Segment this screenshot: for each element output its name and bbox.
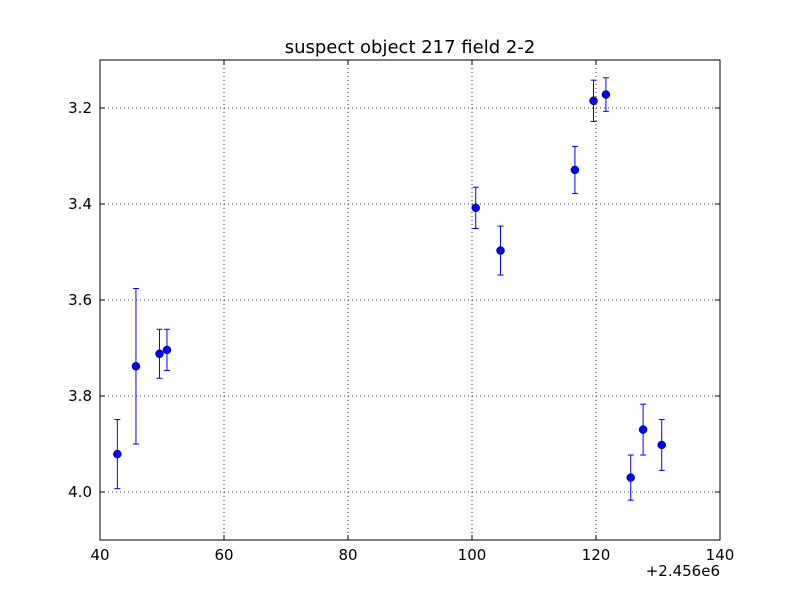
data-point [589,96,598,106]
data-point-group [496,225,505,276]
y-tick-label: 4.0 [68,483,92,501]
x-tick-label: 140 [706,546,735,564]
y-tick-label: 3.2 [68,99,92,117]
data-point-group [638,403,648,456]
x-tick-label: 120 [582,546,611,564]
y-tick-label: 3.8 [68,387,92,405]
plot-frame [99,59,721,541]
x-tick-label: 40 [90,546,109,564]
y-tick-label: 3.4 [68,195,92,213]
data-point-group [657,419,666,471]
data-point [601,90,611,99]
x-offset-label: +2.456e6 [646,562,720,580]
data-point [131,361,141,371]
data-point-group [131,287,141,445]
data-point [496,246,505,255]
x-tick-label: 80 [338,546,357,564]
data-point [638,425,648,434]
data-point [626,473,635,482]
chart-title: suspect object 217 field 2-2 [285,37,536,58]
data-point [113,449,122,459]
data-point-group [626,454,635,501]
y-tick-label: 3.6 [68,291,92,309]
x-tick-label: 60 [214,546,233,564]
axis-ticks: 40 60 80 100 120 140 3.2 3.4 3.6 3.8 4.0 [68,60,734,564]
data-point-group [155,328,164,379]
data-point [155,349,164,359]
data-point-group [601,77,611,112]
data-point-group [471,186,480,229]
data-point-group [589,79,598,122]
data-point-group [162,328,172,372]
data-point [657,440,666,450]
data-point-group [570,145,580,194]
data-point [162,345,172,355]
data-series [113,77,666,501]
grid-lines [100,60,720,540]
data-point [471,203,480,213]
data-point [570,165,580,175]
data-point-group [113,419,122,490]
x-tick-label: 100 [458,546,487,564]
